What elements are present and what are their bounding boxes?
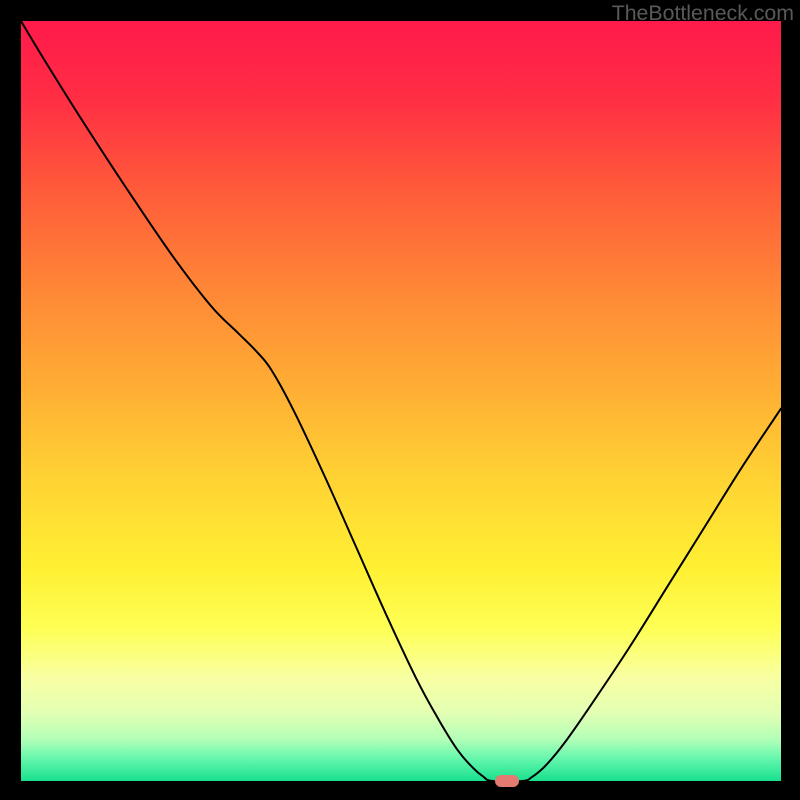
optimal-point-marker — [495, 775, 519, 787]
chart-stage: TheBottleneck.com — [0, 0, 800, 800]
plot-background — [21, 21, 781, 781]
bottleneck-plot — [21, 21, 781, 781]
